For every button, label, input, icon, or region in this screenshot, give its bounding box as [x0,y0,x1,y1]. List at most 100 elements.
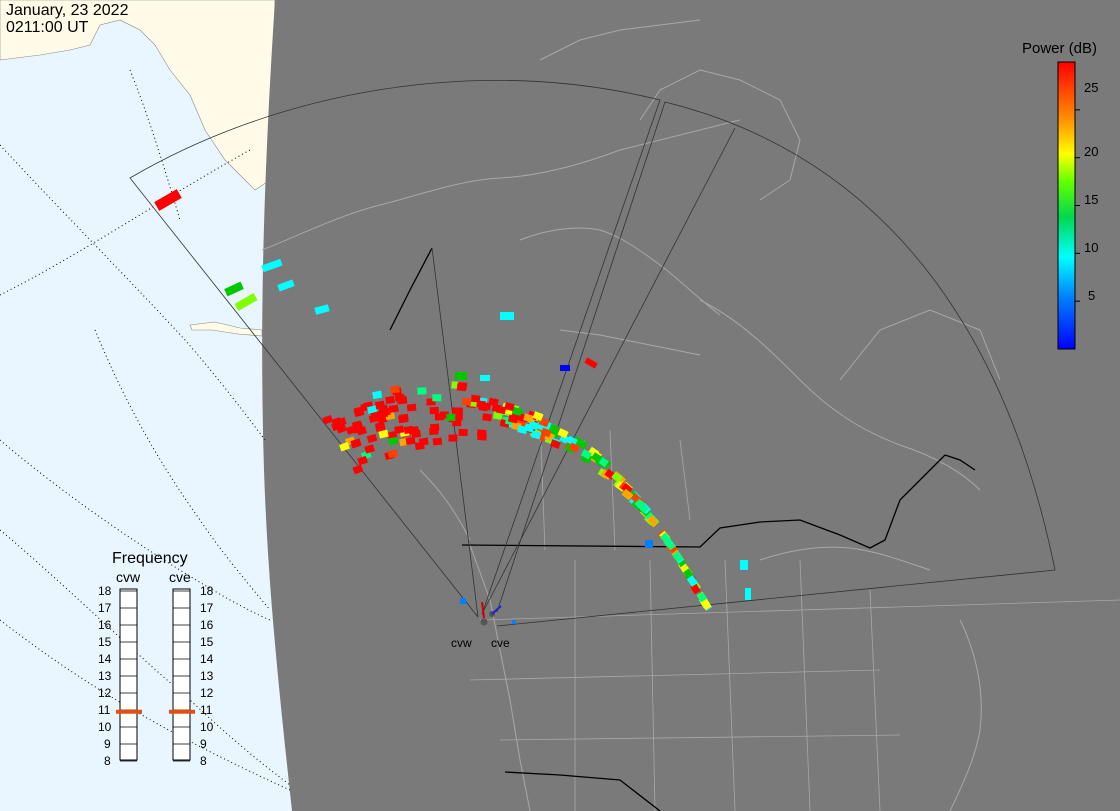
backscatter-cell [523,413,534,423]
lat-lon-grid [0,69,291,791]
backscatter-cell [387,449,399,459]
backscatter-cell [458,428,468,436]
backscatter-cell [461,397,472,406]
backscatter-cell [394,425,405,434]
backscatter-cell [530,430,542,440]
backscatter-cell [154,189,182,211]
backscatter-cell [584,357,598,369]
backscatter-cell [261,258,283,273]
backscatter-cell [745,588,751,600]
frequency-scale-label: 9 [200,737,207,751]
backscatter-cell [511,406,523,416]
backscatter-cell [432,437,443,446]
backscatter-cell [366,433,378,444]
backscatter-cell [390,385,400,394]
backscatter-cell [406,403,417,412]
backscatter-cell [277,279,295,292]
backscatter-cell [456,383,467,392]
backscatter-cell [634,498,646,510]
backscatter-cell [492,411,503,420]
aleutian-island [189,321,263,337]
backscatter-cell [452,419,462,427]
backscatter-cell [645,540,653,548]
frequency-scale-label: 8 [104,754,111,768]
backscatter-cell [621,488,633,500]
backscatter-cell [352,464,364,475]
backscatter-cell [591,452,603,463]
backscatter-cell [432,394,442,402]
backscatter-cell [532,411,544,421]
frequency-scale-label: 17 [200,601,214,615]
frequency-scale-label: 14 [200,652,214,666]
backscatter-cell [482,413,492,422]
site-label-cvw: cvw [451,636,472,650]
country-borders [389,247,976,811]
backscatter-cell [672,551,684,563]
backscatter-cell [568,442,580,453]
backscatter-cell [370,411,381,421]
radar-fields-of-view [129,79,1056,627]
backscatter-cell [517,425,528,435]
frequency-scale-label: 10 [200,720,214,734]
colorbar-ticks [1075,109,1080,302]
frequency-scale-label: 17 [98,601,112,615]
backscatter-cell [364,444,375,454]
frequency-scale-label: 16 [200,618,214,632]
frequency-scale-label: 16 [98,618,112,632]
backscatter-cell [380,407,391,417]
frequency-scale-label: 15 [200,635,214,649]
radar-site-markers [480,601,502,626]
sunlit-land [0,0,276,191]
frequency-scale-label: 13 [98,669,112,683]
frequency-scale-label: 11 [200,703,213,717]
backscatter-cell [405,436,416,446]
frequency-scale-label: 11 [98,703,111,717]
backscatter-cell [512,620,516,624]
backscatter-cell [488,397,499,407]
backscatter-cell [388,404,399,413]
backscatter-cell [403,425,414,435]
backscatter-cell [460,598,466,604]
frequency-ticks [120,590,190,762]
power-colorbar [1057,61,1076,350]
map-time: 0211:00 UT [6,19,89,36]
night-shadow [262,0,1120,811]
backscatter-cell [507,414,519,424]
backscatter-cell [372,390,383,400]
backscatter-cell [351,420,363,430]
frequency-scale-label: 12 [98,686,112,700]
backscatter-cell [387,436,399,446]
backscatter-cell [378,429,389,439]
backscatter-cell [548,423,560,434]
backscatter-cell [560,365,570,371]
backscatter-cell [417,387,427,395]
backscatter-cell [350,439,362,449]
backscatter-cell [398,413,409,422]
backscatter-cell [566,435,578,447]
backscatter-cell [500,312,514,320]
colorbar-title: Power (dB) [1022,40,1098,57]
backscatter-cell [396,395,407,404]
backscatter-cell [357,455,368,466]
backscatter-cell [428,427,439,436]
colorbar-tick-label: 5 [1088,288,1096,303]
backscatter-cell [446,413,456,421]
backscatter-cell [455,372,467,380]
backscatter-cell [356,426,367,436]
colorbar-tick-label: 25 [1084,80,1099,95]
frequency-scale-label: 12 [200,686,214,700]
backscatter-cell [414,441,425,451]
cve-beam-tick [491,605,502,615]
backscatter-cell [429,406,439,415]
frequency-radar-label-cve: cve [169,569,191,585]
backscatter-cell [740,560,748,570]
backscatter-cell [476,429,487,438]
cvw-beam-tick [481,601,485,619]
backscatter-cell [611,471,623,483]
frequency-scale-label: 9 [104,737,111,751]
backscatter-cell [664,538,676,551]
frequency-panel [116,588,195,762]
frequency-scale-label: 8 [200,754,207,768]
backscatter-cell [580,449,593,460]
